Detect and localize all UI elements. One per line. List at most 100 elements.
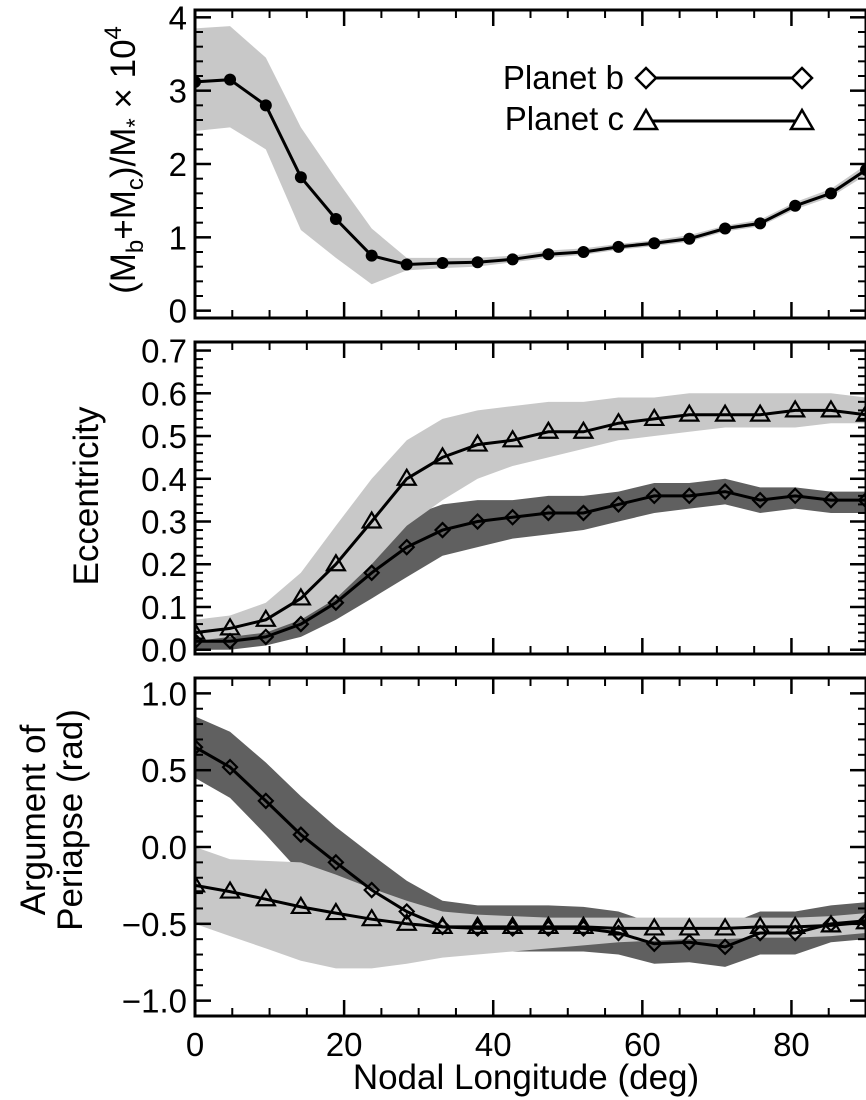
data-point-planet-c (572, 420, 595, 439)
data-point-planet-c (607, 917, 630, 936)
x-tick-label: 80 (773, 1026, 810, 1063)
legend-diamond-marker-right (790, 66, 814, 90)
data-point-planet-c (360, 908, 383, 927)
y-tick-label: 0.2 (141, 546, 187, 583)
x-tick-label: 0 (186, 1026, 204, 1063)
y-tick-label: 0.1 (141, 589, 187, 626)
panel-mass: 0 1 2 3 4 (169, 0, 866, 330)
data-point-series-0 (648, 237, 661, 250)
data-point-planet-c (324, 901, 347, 921)
y-tick-label: 0.3 (141, 504, 187, 541)
y-tick-label: 3 (169, 73, 187, 110)
data-point-planet-b (539, 504, 557, 522)
data-point-series-0 (259, 99, 272, 112)
data-point-planet-c (324, 553, 347, 572)
data-point-series-0 (365, 249, 378, 262)
ylabel-eccentricity: Eccentricity (67, 406, 106, 585)
data-point-planet-b (786, 924, 804, 942)
data-point-series-0 (294, 171, 307, 184)
ylabel-argument-of-periapse-line2: Periapse (rad) (51, 709, 90, 931)
data-point-planet-b (680, 933, 698, 951)
data-point-planet-b (257, 628, 275, 646)
data-point-planet-c (289, 587, 312, 606)
legend-triangle-marker-left (632, 107, 660, 131)
data-point-planet-b (609, 495, 628, 513)
plot-area (195, 26, 866, 285)
uncertainty-band-series-0 (195, 26, 866, 285)
data-point-series-0 (542, 248, 555, 261)
y-tick-label: 2 (169, 146, 187, 183)
data-point-planet-c (501, 429, 524, 448)
x-tick-label: 60 (624, 1026, 661, 1063)
data-point-series-0 (789, 199, 802, 212)
data-point-planet-c (219, 617, 241, 636)
data-point-planet-c (678, 917, 701, 936)
legend-label-planet-b: Planet b (503, 59, 624, 96)
x-tick-label: 40 (475, 1026, 512, 1063)
uncertainty-band-planet-b (195, 478, 866, 650)
data-point-planet-b (857, 491, 866, 509)
plot-area (195, 393, 866, 650)
data-point-planet-c (643, 917, 666, 936)
x-tick-label: 20 (326, 1026, 363, 1063)
legend-diamond-marker-left (634, 66, 658, 90)
legend: Planet b Planet c (503, 59, 816, 137)
data-point-planet-b (433, 521, 452, 539)
data-point-planet-b (327, 594, 345, 612)
data-point-series-0 (683, 232, 696, 245)
data-point-planet-b (822, 491, 840, 509)
data-point-planet-b (257, 792, 275, 810)
data-point-planet-b (398, 538, 416, 556)
data-point-planet-b (751, 924, 769, 942)
data-point-planet-b (857, 912, 866, 930)
data-point-planet-c (820, 399, 842, 418)
y-tick-label: 0.7 (141, 333, 187, 370)
data-point-planet-b (221, 758, 239, 776)
data-point-series-0 (577, 246, 590, 258)
data-point-planet-b (716, 938, 734, 956)
data-point-series-0 (224, 73, 237, 86)
plot-area (195, 716, 866, 969)
data-point-planet-b (363, 881, 381, 899)
data-point-planet-c (784, 399, 807, 418)
data-point-planet-b (609, 924, 628, 942)
data-point-planet-c (466, 915, 489, 934)
y-tick-label: 0.5 (141, 752, 187, 789)
data-point-planet-c (431, 915, 454, 934)
data-point-planet-c (219, 880, 241, 899)
data-point-series-0 (436, 257, 449, 269)
panel-eccentricity: 0.0 0.1 0.2 0.3 0.4 0.5 0.6 0.7 (141, 333, 866, 669)
y-tick-label: 1 (169, 219, 187, 256)
data-point-planet-b (786, 487, 804, 505)
y-tick-label: 0.5 (141, 418, 187, 455)
data-point-planet-b (645, 935, 663, 953)
data-point-planet-c (784, 915, 807, 934)
data-point-planet-c (537, 420, 560, 439)
data-point-planet-b (751, 491, 769, 509)
data-point-planet-c (360, 510, 383, 529)
data-point-planet-c (749, 915, 772, 934)
data-point-planet-b (363, 564, 381, 582)
data-point-series-0 (471, 256, 484, 269)
y-tick-label: 0.4 (141, 461, 187, 498)
data-point-planet-c (855, 403, 866, 422)
data-point-planet-b (680, 487, 698, 505)
data-point-planet-b (574, 504, 592, 522)
uncertainty-band-planet-c (195, 847, 866, 969)
data-point-planet-c (572, 915, 595, 934)
data-point-planet-c (431, 446, 454, 465)
data-point-planet-b (504, 508, 522, 526)
data-point-planet-c (466, 433, 489, 452)
data-point-planet-b (292, 615, 310, 633)
data-point-planet-c (749, 403, 772, 422)
data-point-planet-c (195, 621, 206, 640)
ylabel-mass: (Mb+Mc)/M* × 104 (100, 26, 149, 294)
y-tick-label: 0.0 (141, 829, 187, 866)
data-point-series-0 (400, 258, 413, 271)
data-point-series-0 (329, 213, 342, 225)
data-point-planet-b (469, 512, 487, 531)
data-point-series-0 (754, 217, 767, 230)
data-point-planet-c (501, 915, 524, 934)
data-point-planet-b (195, 738, 204, 756)
